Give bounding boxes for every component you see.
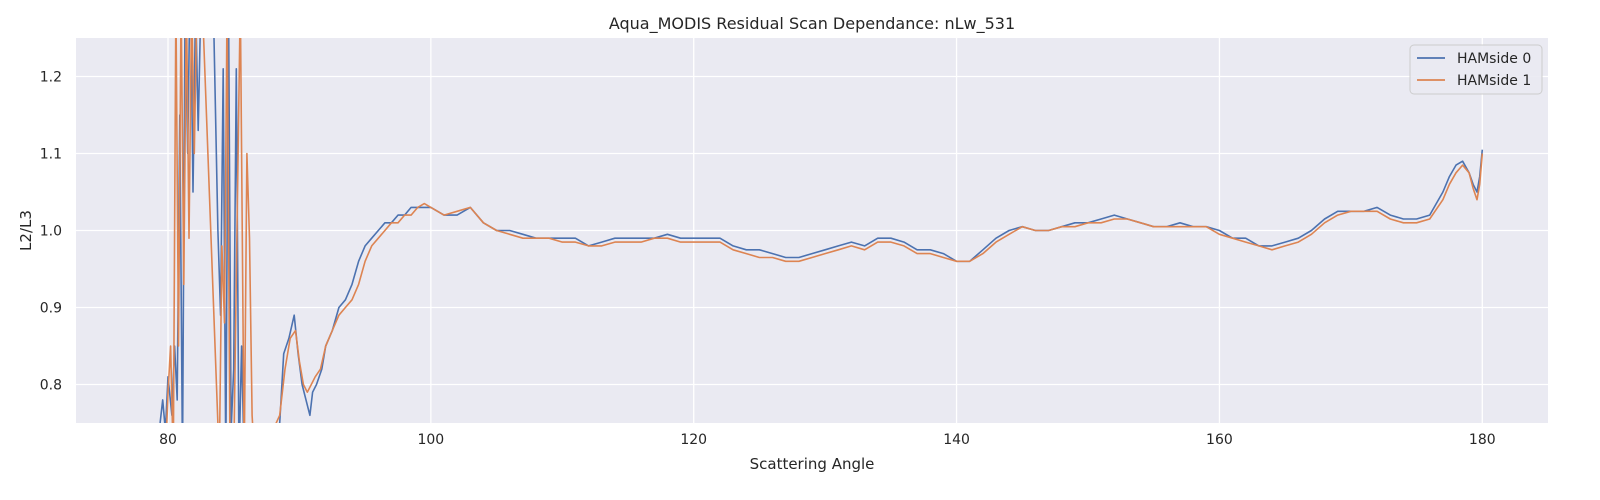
y-tick-label: 0.9 — [40, 301, 62, 317]
series-lines — [159, 38, 1484, 423]
y-tick-label: 0.8 — [40, 378, 62, 394]
y-tick-label: 1.0 — [40, 224, 62, 240]
chart-title: Aqua_MODIS Residual Scan Dependance: nLw… — [609, 14, 1015, 34]
x-tick-label: 80 — [159, 432, 177, 448]
x-tick-label: 180 — [1469, 432, 1496, 448]
x-tick-label: 140 — [943, 432, 970, 448]
legend-label-hamside-1: HAMside 1 — [1457, 73, 1531, 89]
y-axis-title: L2/L3 — [17, 210, 35, 251]
tick-labels: 80 100 120 140 160 180 0.8 0.9 1.0 1.1 1.2 — [40, 70, 1496, 449]
y-tick-label: 1.2 — [40, 70, 62, 86]
x-tick-label: 120 — [680, 432, 707, 448]
y-tick-label: 1.1 — [40, 147, 62, 163]
series-line-hamside-1 — [166, 38, 1484, 423]
legend: HAMside 0 HAMside 1 — [1409, 44, 1543, 95]
legend-label-hamside-0: HAMside 0 — [1457, 51, 1531, 67]
x-tick-label: 100 — [417, 432, 444, 448]
x-axis-title: Scattering Angle — [750, 455, 875, 473]
x-tick-label: 160 — [1206, 432, 1233, 448]
gridlines — [76, 38, 1548, 423]
